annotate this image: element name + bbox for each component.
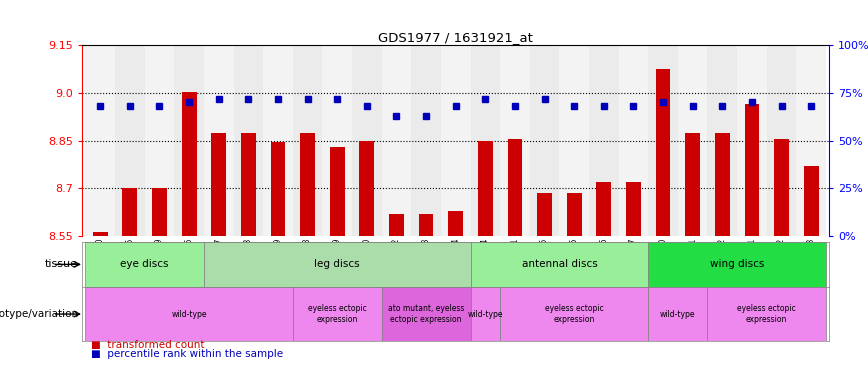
Text: wing discs: wing discs (710, 260, 765, 269)
Bar (233, 45, 263, 236)
Bar (330, 147, 345, 236)
Bar (93, 232, 108, 236)
Bar (85, 287, 293, 341)
Text: ■  transformed count: ■ transformed count (91, 340, 205, 350)
Bar (389, 214, 404, 236)
Bar (85, 45, 115, 236)
Bar (382, 287, 470, 341)
Bar (411, 45, 441, 236)
Bar (619, 45, 648, 236)
Bar (300, 133, 315, 236)
Bar (648, 287, 707, 341)
Bar (181, 92, 196, 236)
Bar (678, 45, 707, 236)
Bar (655, 69, 670, 236)
Bar (359, 141, 374, 236)
Bar (152, 189, 167, 236)
Bar (441, 45, 470, 236)
Text: eyeless ectopic
expression: eyeless ectopic expression (545, 304, 603, 324)
Bar (796, 45, 826, 236)
Bar (263, 45, 293, 236)
Bar (537, 193, 552, 236)
Bar (529, 45, 559, 236)
Bar (745, 104, 760, 236)
Bar (737, 45, 766, 236)
Text: wild-type: wild-type (171, 310, 207, 319)
Bar (648, 242, 826, 287)
Bar (85, 242, 204, 287)
Bar (707, 45, 737, 236)
Text: ■  percentile rank within the sample: ■ percentile rank within the sample (91, 350, 283, 359)
Bar (567, 193, 582, 236)
Text: wild-type: wild-type (661, 310, 695, 319)
Bar (500, 45, 529, 236)
Bar (211, 133, 227, 236)
Bar (115, 45, 145, 236)
Bar (707, 287, 826, 341)
Bar (559, 45, 589, 236)
Bar (322, 45, 352, 236)
Bar (352, 45, 382, 236)
Bar (804, 166, 819, 236)
Bar (685, 133, 700, 236)
Title: GDS1977 / 1631921_at: GDS1977 / 1631921_at (378, 31, 533, 44)
Bar (241, 133, 256, 236)
Bar (448, 211, 464, 236)
Bar (715, 133, 730, 236)
Text: antennal discs: antennal discs (522, 260, 597, 269)
Bar (596, 182, 611, 236)
Text: wild-type: wild-type (468, 310, 503, 319)
Text: genotype/variation: genotype/variation (0, 309, 78, 319)
Bar (500, 287, 648, 341)
Bar (766, 45, 796, 236)
Bar (470, 242, 648, 287)
Bar (418, 214, 433, 236)
Bar (174, 45, 204, 236)
Bar (626, 182, 641, 236)
Bar (774, 139, 789, 236)
Bar (589, 45, 619, 236)
Bar (122, 189, 137, 236)
Bar (293, 287, 382, 341)
Text: eyeless ectopic
expression: eyeless ectopic expression (308, 304, 366, 324)
Bar (478, 141, 493, 236)
Text: leg discs: leg discs (314, 260, 360, 269)
Text: eye discs: eye discs (121, 260, 169, 269)
Text: tissue: tissue (45, 260, 78, 269)
Bar (470, 45, 500, 236)
Bar (145, 45, 174, 236)
Bar (648, 45, 678, 236)
Bar (470, 287, 500, 341)
Bar (508, 139, 523, 236)
Bar (204, 45, 233, 236)
Text: eyeless ectopic
expression: eyeless ectopic expression (737, 304, 796, 324)
Bar (271, 142, 286, 236)
Bar (204, 242, 470, 287)
Bar (293, 45, 322, 236)
Bar (382, 45, 411, 236)
Text: ato mutant, eyeless
ectopic expression: ato mutant, eyeless ectopic expression (388, 304, 464, 324)
